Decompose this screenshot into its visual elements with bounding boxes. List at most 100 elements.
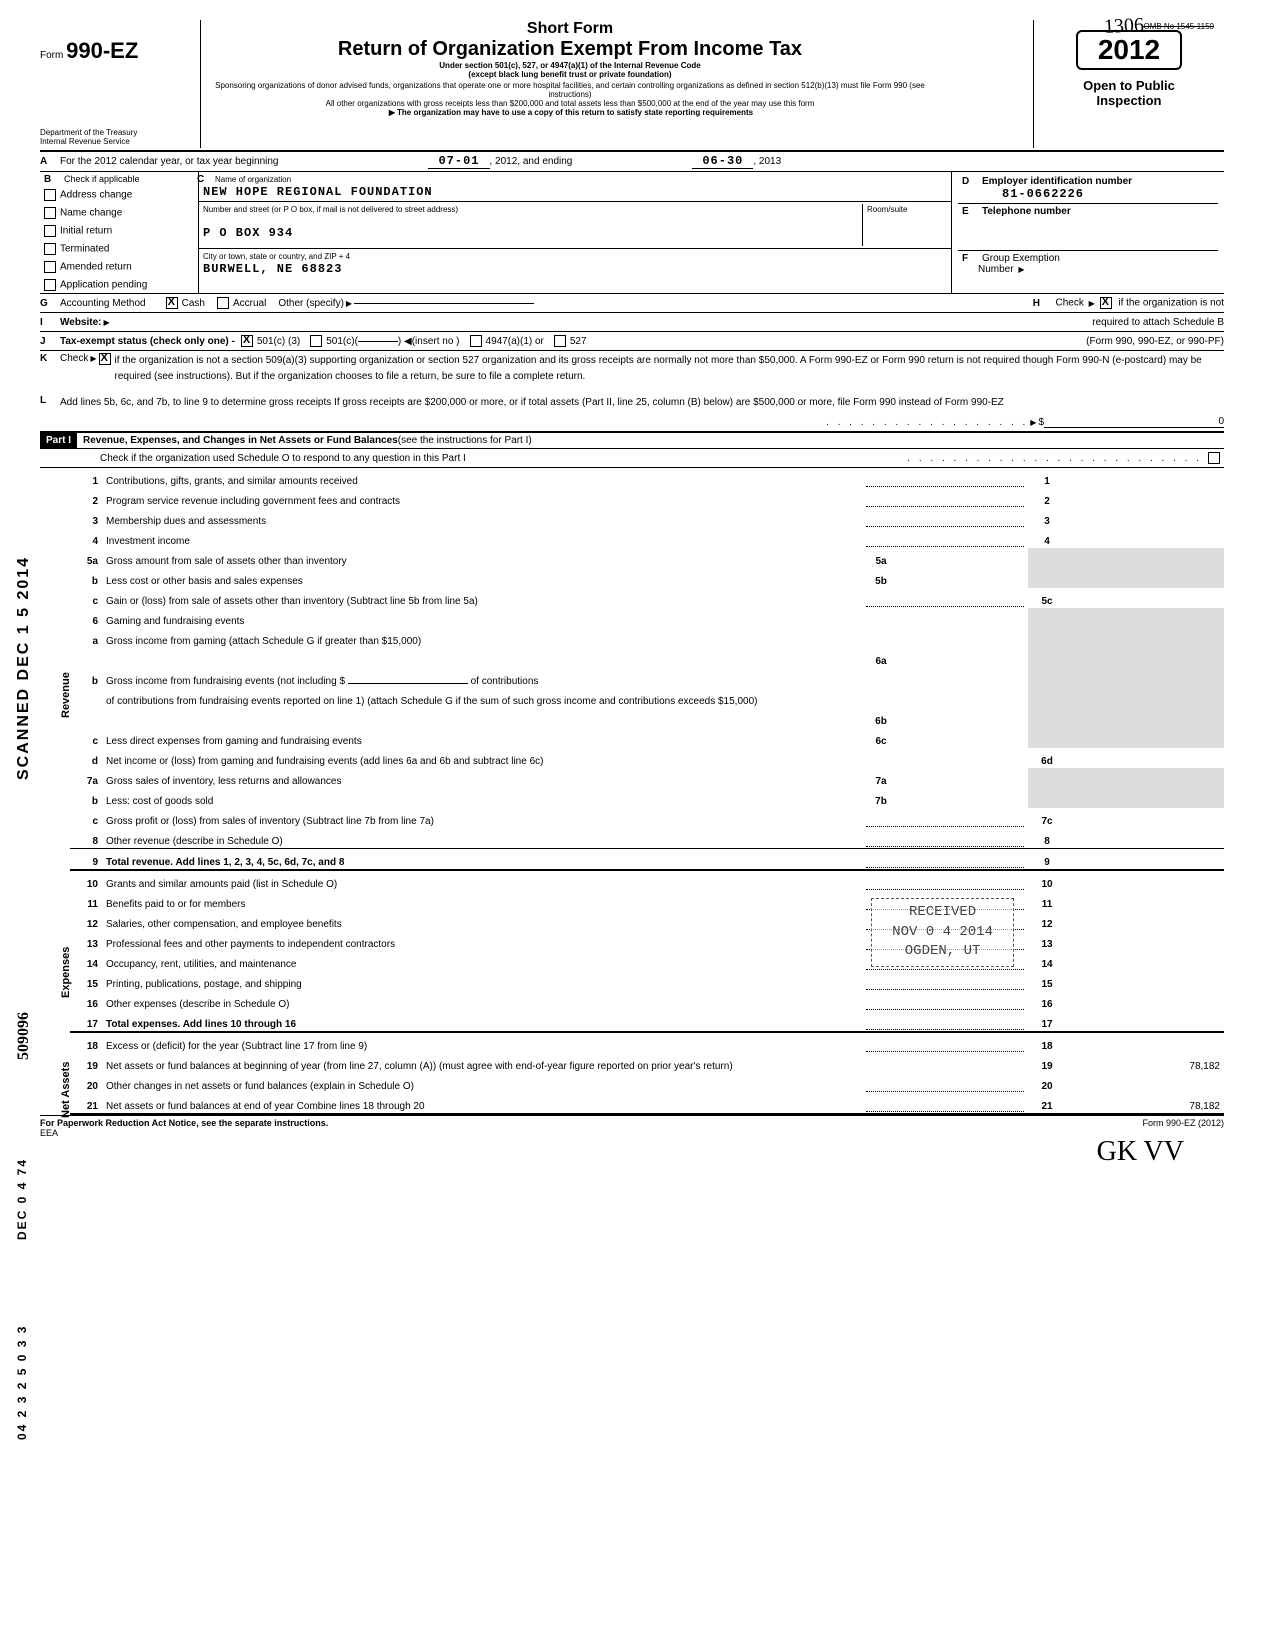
i-lbl: Website: — [60, 317, 102, 328]
chk-4947[interactable] — [470, 335, 482, 347]
footer-right: Form 990-EZ (2012) — [1142, 1118, 1224, 1138]
chk-part1[interactable] — [1208, 452, 1220, 464]
opt-address: Address change — [60, 190, 132, 201]
line-8: Other revenue (describe in Schedule O) — [102, 828, 862, 849]
line-3: Membership dues and assessments — [102, 508, 862, 528]
note3: The organization may have to use a copy … — [205, 108, 935, 117]
f-num: Number — [978, 264, 1014, 275]
line-20: Other changes in net assets or fund bala… — [102, 1073, 862, 1093]
stamp-loc: OGDEN, UT — [892, 942, 993, 962]
note1: Sponsoring organizations of donor advise… — [205, 81, 935, 99]
ein: 81-0662226 — [1002, 187, 1084, 201]
line-7a: Gross sales of inventory, less returns a… — [102, 768, 862, 788]
part1-label: Part I — [40, 433, 77, 448]
org-city: BURWELL, NE 68823 — [203, 262, 342, 276]
line-16: Other expenses (describe in Schedule O) — [102, 991, 862, 1011]
g-other: Other (specify) — [278, 298, 344, 309]
title-shortform: Short Form — [205, 20, 935, 38]
chk-name-change[interactable] — [44, 207, 56, 219]
stamp-date: NOV 0 4 2014 — [892, 923, 993, 943]
g-lbl: Accounting Method — [60, 298, 146, 309]
netassets-label: Net Assets — [60, 1062, 72, 1118]
l-text: Add lines 5b, 6c, and 7b, to line 9 to d… — [60, 395, 1224, 411]
line-9: Total revenue. Add lines 1, 2, 3, 4, 5c,… — [102, 849, 862, 871]
line-4: Investment income — [102, 528, 862, 548]
initials: GK VV — [1097, 1136, 1184, 1168]
footer-eea: EEA — [40, 1128, 58, 1138]
line-a-text: For the 2012 calendar year, or tax year … — [60, 156, 278, 167]
dept-label: Department of the Treasury — [40, 128, 137, 137]
j-c: (insert no ) — [412, 336, 460, 347]
opt-terminated: Terminated — [60, 244, 109, 255]
chk-501c3[interactable] — [241, 335, 253, 347]
line-1: Contributions, gifts, grants, and simila… — [102, 468, 862, 488]
line-5b: Less cost or other basis and sales expen… — [102, 568, 862, 588]
line-11: Benefits paid to or for members — [102, 891, 862, 911]
chk-h[interactable] — [1100, 297, 1112, 309]
org-address: P O BOX 934 — [203, 226, 293, 240]
val-19: 78,182 — [1066, 1053, 1224, 1073]
line-13: Professional fees and other payments to … — [102, 931, 862, 951]
org-info-block: BCheck if applicable Address change Name… — [40, 172, 1224, 294]
chk-cash[interactable] — [166, 297, 178, 309]
line-i: I Website: required to attach Schedule B — [40, 313, 1224, 332]
handwritten-side: 509096 — [15, 1012, 33, 1060]
form-label: Form — [40, 50, 63, 61]
inspection: Inspection — [1034, 93, 1224, 108]
h-lbl: Check — [1056, 298, 1084, 309]
form-number: 990-EZ — [66, 38, 138, 63]
chk-pending[interactable] — [44, 279, 56, 291]
note2: All other organizations with gross recei… — [205, 99, 935, 108]
chk-amended[interactable] — [44, 261, 56, 273]
form-page: SCANNED DEC 1 5 2014 509096 DEC 0 4 74 0… — [40, 20, 1224, 1138]
chk-terminated[interactable] — [44, 243, 56, 255]
org-name: NEW HOPE REGIONAL FOUNDATION — [203, 185, 433, 199]
form-header: Form 990-EZ Department of the Treasury I… — [40, 20, 1224, 152]
f-lbl: Group Exemption — [982, 253, 1060, 264]
room-lbl: Room/suite — [867, 205, 907, 214]
received-stamp: RECEIVED NOV 0 4 2014 OGDEN, UT — [871, 898, 1014, 967]
line-6c: Less direct expenses from gaming and fun… — [102, 728, 862, 748]
l-amount: 0 — [1044, 416, 1224, 428]
stamp-received: RECEIVED — [892, 903, 993, 923]
lines-wrapper: Revenue Expenses Net Assets RECEIVED NOV… — [40, 468, 1224, 1115]
line-a-mid: , 2012, and ending — [490, 156, 573, 167]
dln-stamp: DEC 0 4 74 — [15, 1158, 29, 1240]
part1-header: Part I Revenue, Expenses, and Changes in… — [40, 431, 1224, 449]
line-6b-post: of contributions from fundraising events… — [102, 688, 1028, 708]
opt-amended: Amended return — [60, 262, 132, 273]
dln-stamp2: 04 2 3 2 5 0 3 3 — [15, 1325, 29, 1440]
omb-number: OMB No 1545-1150 — [1143, 22, 1214, 31]
revenue-label: Revenue — [60, 672, 72, 718]
chk-accrual[interactable] — [217, 297, 229, 309]
j-lbl: Tax-exempt status (check only one) - — [60, 336, 235, 347]
part1-check-text: Check if the organization used Schedule … — [100, 453, 466, 464]
line-14: Occupancy, rent, utilities, and maintena… — [102, 951, 862, 971]
title-main: Return of Organization Exempt From Incom… — [205, 38, 935, 61]
opt-initial: Initial return — [60, 226, 112, 237]
line-15: Printing, publications, postage, and shi… — [102, 971, 862, 991]
line-19: Net assets or fund balances at beginning… — [102, 1053, 1028, 1073]
handwritten-top: 1306 — [1103, 14, 1144, 39]
part1-title: Revenue, Expenses, and Changes in Net As… — [83, 435, 398, 446]
line-18: Excess or (deficit) for the year (Subtra… — [102, 1032, 862, 1053]
g-accrual: Accrual — [233, 298, 266, 309]
chk-address-change[interactable] — [44, 189, 56, 201]
chk-k[interactable] — [99, 353, 111, 365]
line-17: Total expenses. Add lines 10 through 16 — [102, 1011, 862, 1032]
chk-527[interactable] — [554, 335, 566, 347]
line-a: A For the 2012 calendar year, or tax yea… — [40, 152, 1224, 172]
line-5a: Gross amount from sale of assets other t… — [102, 548, 862, 568]
line-6: Gaming and fundraising events — [102, 608, 1028, 628]
k-check: Check — [60, 353, 88, 364]
part1-note: (see the instructions for Part I) — [398, 435, 532, 446]
line-k: K Check if the organization is not a sec… — [40, 351, 1224, 387]
chk-initial[interactable] — [44, 225, 56, 237]
e-lbl: Telephone number — [982, 206, 1071, 217]
c-city-lbl: City or town, state or country, and ZIP … — [203, 252, 350, 261]
line-7c: Gross profit or (loss) from sales of inv… — [102, 808, 862, 828]
line-7b: Less: cost of goods sold — [102, 788, 862, 808]
subtitle1: Under section 501(c), 527, or 4947(a)(1)… — [205, 61, 935, 70]
chk-501c[interactable] — [310, 335, 322, 347]
line-l-val: . . . . . . . . . . . . . . . . . . $ 0 — [40, 413, 1224, 431]
